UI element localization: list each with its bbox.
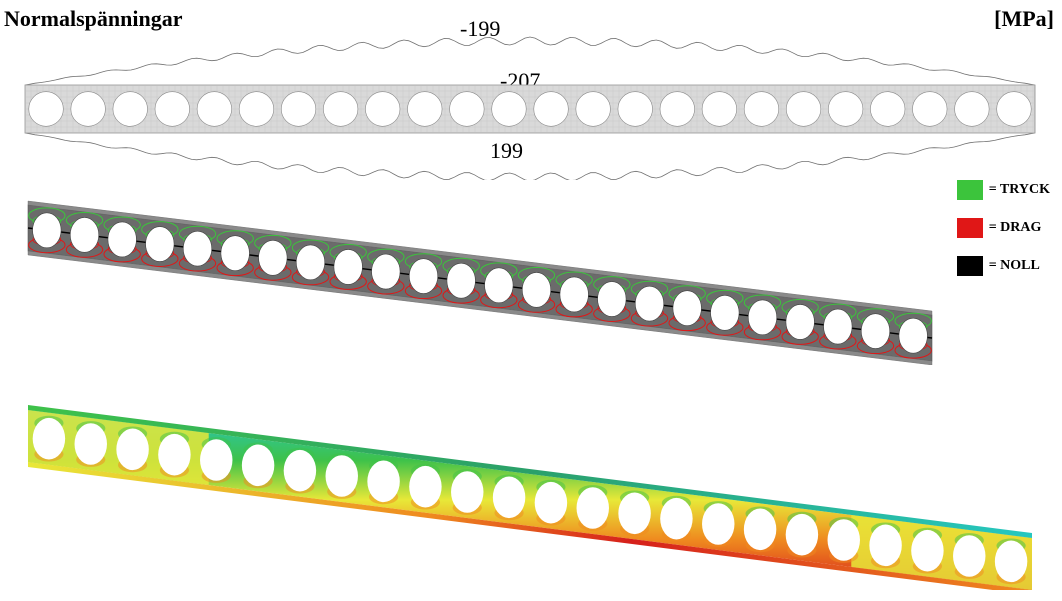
beam-panel-colormap <box>20 400 1040 590</box>
legend: = TRYCK = DRAG = NOLL <box>957 180 1050 294</box>
beam-panel-envelope <box>20 20 1040 180</box>
legend-label-drag: = DRAG <box>989 220 1042 236</box>
beam-panel-contour <box>20 195 940 365</box>
bracket-right: ] <box>1047 6 1054 31</box>
legend-swatch-tryck <box>957 180 983 200</box>
legend-swatch-drag <box>957 218 983 238</box>
legend-row-drag: = DRAG <box>957 218 1050 238</box>
legend-swatch-noll <box>957 256 983 276</box>
legend-label-noll: = NOLL <box>989 258 1040 274</box>
legend-row-noll: = NOLL <box>957 256 1050 276</box>
legend-row-tryck: = TRYCK <box>957 180 1050 200</box>
legend-label-tryck: = TRYCK <box>989 182 1050 198</box>
